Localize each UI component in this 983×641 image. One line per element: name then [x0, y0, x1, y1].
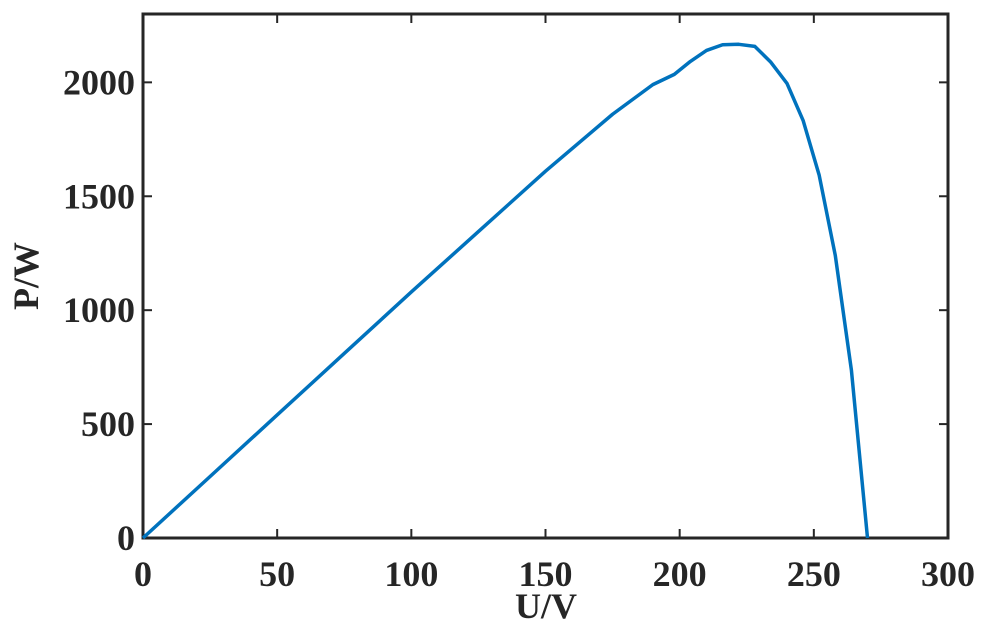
plot-area [141, 12, 950, 540]
x-tick-label: 150 [519, 554, 573, 594]
y-tick-label: 2000 [63, 62, 135, 102]
x-tick-label: 250 [787, 554, 841, 594]
y-axis-label: P/W [6, 242, 46, 310]
x-tick-label: 200 [653, 554, 707, 594]
line [141, 42, 870, 540]
x-tick-label: 0 [134, 554, 152, 594]
x-axis-label: U/V [515, 586, 577, 626]
x-tick-label: 100 [384, 554, 438, 594]
y-tick-label: 0 [117, 518, 135, 558]
y-tick-label: 500 [81, 404, 135, 444]
y-tick-label: 1500 [63, 176, 135, 216]
x-tick-label: 300 [921, 554, 975, 594]
x-tick-label: 50 [259, 554, 295, 594]
y-tick-label: 1000 [63, 290, 135, 330]
